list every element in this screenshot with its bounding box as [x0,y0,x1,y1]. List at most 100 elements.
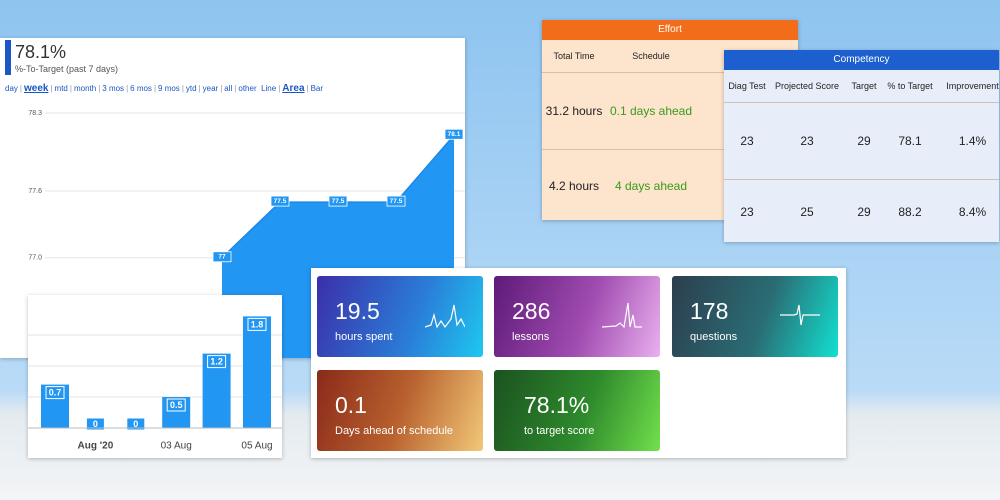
effort-title: Effort [542,20,798,40]
sparkline [780,304,820,326]
value-label-box [212,251,232,263]
cell: 23 [724,102,770,180]
value-label: 0.7 [49,387,62,397]
value-label-box [126,417,146,431]
value-label: 77.5 [390,198,403,205]
link[interactable]: 6 mos [130,84,152,93]
value-label-box [444,128,464,140]
competency-title: Competency [724,50,999,70]
value-label: 0 [133,419,138,429]
tile-value: 19.5 [335,298,380,324]
column-header: % to Target [887,81,933,91]
separator: | [306,84,309,93]
tile-label: to target score [524,425,595,437]
link[interactable]: year [202,84,219,93]
cell: 23 [724,179,770,242]
value-label: 77.5 [274,198,287,205]
value-label-box [328,195,348,207]
separator: | [181,84,184,93]
link[interactable]: week [23,83,49,94]
tile: 178 questions [672,276,838,357]
link[interactable]: month [73,84,97,93]
header-row: Diag Test Projected Score Target % to Targe… [724,70,999,103]
link[interactable]: 9 mos [158,84,180,93]
value-label-box [270,195,290,207]
separator: | [98,84,101,93]
value-label: 0 [93,419,98,429]
link[interactable]: 3 mos [102,84,125,93]
cell: 1.4% [936,102,999,180]
accent-bar [5,40,11,75]
value-label: 77.5 [332,198,345,205]
tile: 286 lessons [494,276,660,357]
separator: | [220,84,223,93]
value-label-box [85,417,105,431]
separator: | [153,84,157,93]
link[interactable]: Area [282,83,305,94]
tile-label: lessons [512,331,550,343]
tile-value: 0.1 [335,392,367,418]
tile-label: Days ahead of schedule [335,425,454,437]
column-header: Schedule [632,51,670,61]
separator: | [126,84,129,93]
value-label: 0.5 [170,400,183,410]
y-tick-label: 77.0 [28,255,42,262]
tile: 19.5 hours spent [317,276,483,357]
value-label: 1.8 [251,319,264,329]
cell: 0.1 days ahead [606,72,696,150]
bar [243,316,271,428]
tile-value: 178 [690,298,729,324]
separator: | [69,84,72,93]
value-label: 1.2 [210,356,223,366]
sparkline [602,302,642,329]
competency-panel: Competency Diag Test Projected Score Targe… [724,50,999,242]
column-header: Target [851,81,877,91]
link[interactable]: day [5,84,18,93]
value-label-box [386,195,406,207]
column-header: Projected Score [774,81,840,91]
cell: 29 [844,179,884,242]
column-header: Total Time [553,51,595,61]
cell: 4.2 hours [542,149,606,220]
row: 23 23 29 78.1 1.4% [724,102,999,180]
separator: | [234,84,237,93]
x-tick-label: Aug '20 [78,441,114,452]
value-label-box [247,317,267,331]
link[interactable]: ytd [185,84,197,93]
tile-value: 78.1% [524,392,590,418]
sparkline [425,304,465,329]
competency-table: Diag Test Projected Score Target % to Targe… [724,70,999,242]
y-tick-label: 78.3 [28,110,42,117]
bar-chart: 0.7 0 Aug '20 0 0.5 03 Aug 1.2 1.8 05 Aug [28,316,282,452]
tiles-panel: 19.5 hours spent 286 lessons 178 questio… [311,268,846,458]
separator: | [198,84,201,93]
separator: | [19,84,22,93]
value-label: 77 [218,253,226,260]
subtitle: %-To-Target (past 7 days) [15,64,119,74]
tile-value: 286 [512,298,551,324]
value-label-box [207,355,227,369]
link[interactable]: mtd [54,84,68,93]
tile: 0.1 Days ahead of schedule [317,370,483,451]
value-label-box [45,386,65,400]
column-header: Diag Test [728,81,766,91]
value-label-box [166,398,186,412]
cell: 29 [844,102,884,180]
cell: 88.2 [884,179,936,242]
cell: 31.2 hours [542,72,606,150]
separator: | [50,84,53,93]
cell: 23 [770,102,844,180]
link[interactable]: Line [261,84,277,93]
cell: 25 [770,179,844,242]
tile-label: questions [690,331,738,343]
row: 23 25 29 88.2 8.4% [724,179,999,242]
column-header: Improvement [946,81,999,91]
link[interactable]: other [238,84,257,93]
link[interactable]: all [224,84,233,93]
tile-label: hours spent [335,331,393,343]
link[interactable]: Bar [310,84,324,93]
x-tick-label: 05 Aug [241,441,272,452]
cell: 8.4% [936,179,999,242]
x-tick-label: 03 Aug [161,441,192,452]
